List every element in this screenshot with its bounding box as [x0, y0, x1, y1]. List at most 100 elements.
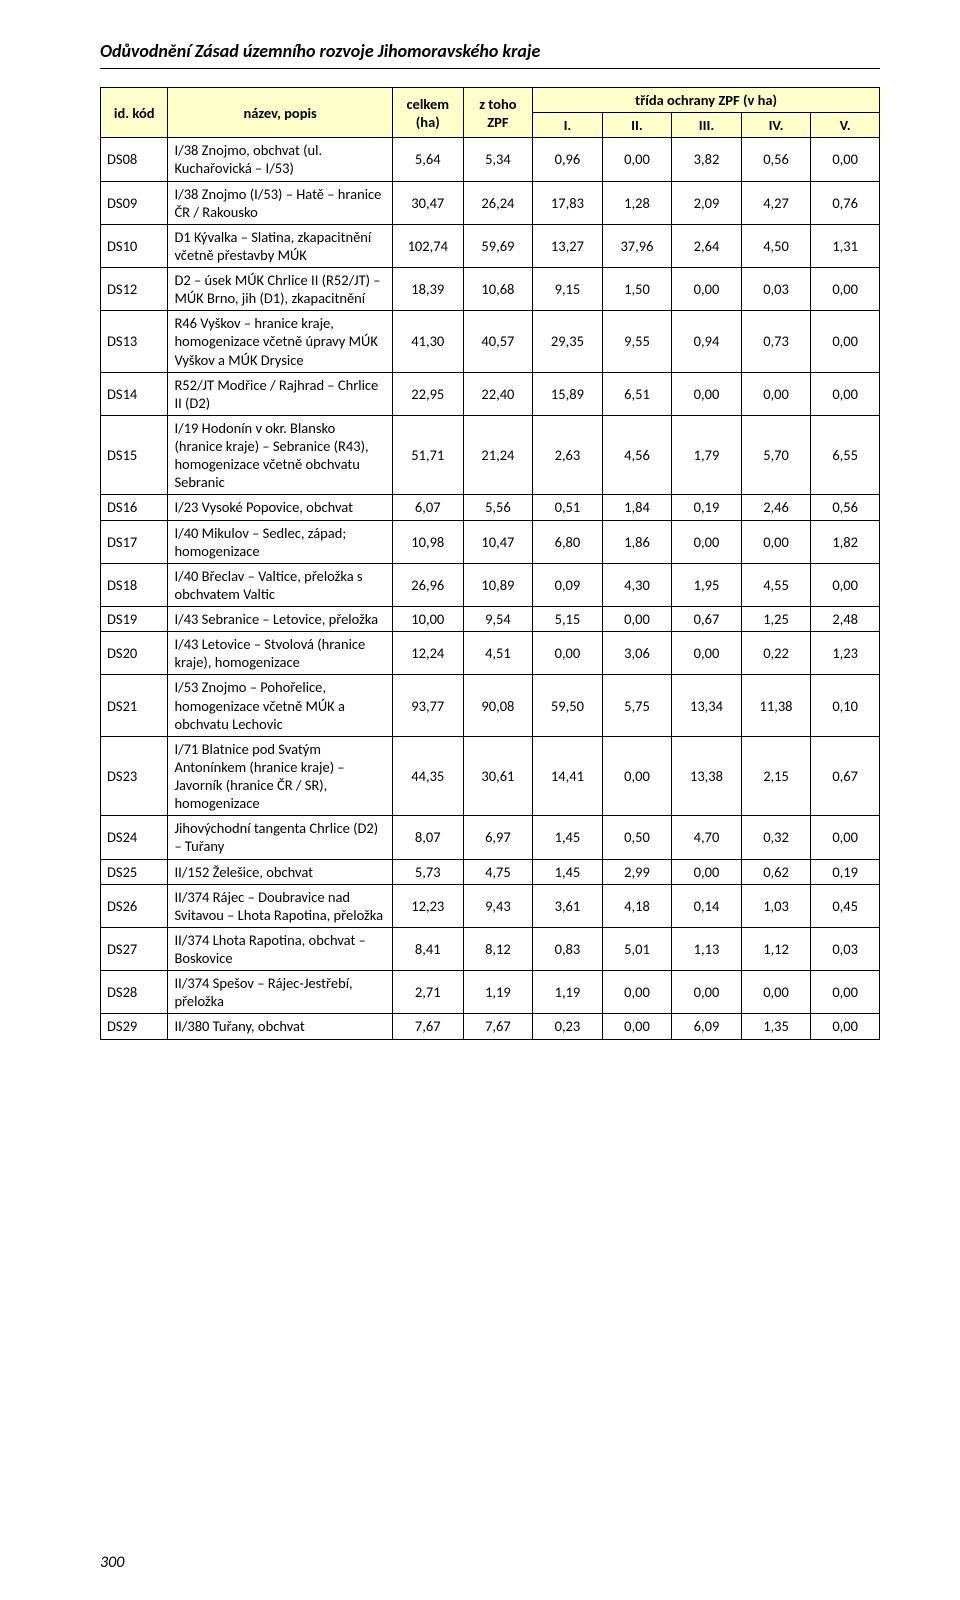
- cell-id: DS24: [101, 816, 168, 859]
- cell-total: 10,98: [392, 520, 463, 563]
- cell-name: I/19 Hodonín v okr. Blansko (hranice kra…: [168, 415, 392, 495]
- cell-c1: 0,51: [533, 495, 603, 520]
- cell-total: 8,07: [392, 816, 463, 859]
- cell-c2: 6,51: [602, 372, 672, 415]
- table-body: DS08I/38 Znojmo, obchvat (ul. Kuchařovic…: [101, 138, 880, 1039]
- cell-zpf: 6,97: [463, 816, 533, 859]
- cell-c4: 0,56: [741, 138, 811, 181]
- cell-c3: 0,00: [672, 859, 742, 884]
- cell-name: R46 Vyškov – hranice kraje, homogenizace…: [168, 311, 392, 372]
- cell-c4: 2,15: [741, 736, 811, 816]
- cell-name: D1 Kývalka – Slatina, zkapacitnění včetn…: [168, 224, 392, 267]
- cell-c2: 0,00: [602, 138, 672, 181]
- cell-total: 44,35: [392, 736, 463, 816]
- cell-id: DS18: [101, 563, 168, 606]
- cell-id: DS25: [101, 859, 168, 884]
- cell-zpf: 10,89: [463, 563, 533, 606]
- cell-name: I/40 Břeclav – Valtice, přeložka s obchv…: [168, 563, 392, 606]
- cell-c5: 0,56: [811, 495, 880, 520]
- cell-c2: 1,28: [602, 181, 672, 224]
- cell-c1: 14,41: [533, 736, 603, 816]
- cell-c5: 0,19: [811, 859, 880, 884]
- cell-id: DS19: [101, 607, 168, 632]
- cell-zpf: 9,54: [463, 607, 533, 632]
- table-row: DS21I/53 Znojmo – Pohořelice, homogeniza…: [101, 675, 880, 736]
- cell-c2: 3,06: [602, 632, 672, 675]
- cell-id: DS27: [101, 927, 168, 970]
- cell-c3: 2,09: [672, 181, 742, 224]
- cell-zpf: 21,24: [463, 415, 533, 495]
- table-row: DS18I/40 Břeclav – Valtice, přeložka s o…: [101, 563, 880, 606]
- cell-c2: 1,84: [602, 495, 672, 520]
- cell-c4: 4,55: [741, 563, 811, 606]
- cell-c2: 9,55: [602, 311, 672, 372]
- cell-c5: 1,23: [811, 632, 880, 675]
- table-row: DS15I/19 Hodonín v okr. Blansko (hranice…: [101, 415, 880, 495]
- cell-c4: 2,46: [741, 495, 811, 520]
- cell-c3: 0,00: [672, 520, 742, 563]
- cell-zpf: 5,34: [463, 138, 533, 181]
- cell-c4: 5,70: [741, 415, 811, 495]
- cell-zpf: 90,08: [463, 675, 533, 736]
- cell-c4: 0,00: [741, 520, 811, 563]
- cell-name: II/374 Rájec – Doubravice nad Svitavou –…: [168, 884, 392, 927]
- cell-c5: 0,00: [811, 1014, 880, 1039]
- cell-id: DS26: [101, 884, 168, 927]
- cell-id: DS12: [101, 268, 168, 311]
- page-number: 300: [100, 1553, 124, 1572]
- cell-c5: 0,45: [811, 884, 880, 927]
- cell-c2: 5,01: [602, 927, 672, 970]
- col-zpf: z toho ZPF: [463, 88, 533, 138]
- cell-total: 5,73: [392, 859, 463, 884]
- cell-zpf: 1,19: [463, 971, 533, 1014]
- cell-zpf: 26,24: [463, 181, 533, 224]
- cell-c4: 4,27: [741, 181, 811, 224]
- cell-id: DS09: [101, 181, 168, 224]
- cell-name: I/43 Letovice – Stvolová (hranice kraje)…: [168, 632, 392, 675]
- cell-c5: 2,48: [811, 607, 880, 632]
- cell-zpf: 22,40: [463, 372, 533, 415]
- cell-id: DS28: [101, 971, 168, 1014]
- cell-zpf: 9,43: [463, 884, 533, 927]
- cell-name: I/38 Znojmo, obchvat (ul. Kuchařovická –…: [168, 138, 392, 181]
- cell-total: 22,95: [392, 372, 463, 415]
- cell-name: II/152 Želešice, obchvat: [168, 859, 392, 884]
- cell-id: DS13: [101, 311, 168, 372]
- cell-id: DS21: [101, 675, 168, 736]
- cell-id: DS20: [101, 632, 168, 675]
- cell-c5: 0,00: [811, 372, 880, 415]
- cell-c3: 0,00: [672, 971, 742, 1014]
- cell-name: D2 – úsek MÚK Chrlice II (R52/JT) – MÚK …: [168, 268, 392, 311]
- cell-c3: 1,95: [672, 563, 742, 606]
- cell-c1: 6,80: [533, 520, 603, 563]
- cell-total: 5,64: [392, 138, 463, 181]
- cell-c5: 0,03: [811, 927, 880, 970]
- cell-c2: 4,18: [602, 884, 672, 927]
- table-row: DS13R46 Vyškov – hranice kraje, homogeni…: [101, 311, 880, 372]
- cell-c2: 5,75: [602, 675, 672, 736]
- table-row: DS25II/152 Želešice, obchvat5,734,751,45…: [101, 859, 880, 884]
- cell-c5: 0,00: [811, 971, 880, 1014]
- cell-name: II/374 Lhota Rapotina, obchvat – Boskovi…: [168, 927, 392, 970]
- cell-total: 12,24: [392, 632, 463, 675]
- cell-zpf: 8,12: [463, 927, 533, 970]
- cell-c1: 0,23: [533, 1014, 603, 1039]
- col-c5: V.: [811, 113, 880, 138]
- cell-total: 26,96: [392, 563, 463, 606]
- cell-c4: 0,73: [741, 311, 811, 372]
- cell-c1: 3,61: [533, 884, 603, 927]
- cell-total: 7,67: [392, 1014, 463, 1039]
- cell-c3: 0,67: [672, 607, 742, 632]
- cell-total: 18,39: [392, 268, 463, 311]
- table-row: DS23I/71 Blatnice pod Svatým Antonínkem …: [101, 736, 880, 816]
- cell-c2: 1,86: [602, 520, 672, 563]
- table-row: DS09I/38 Znojmo (I/53) – Hatě – hranice …: [101, 181, 880, 224]
- cell-zpf: 59,69: [463, 224, 533, 267]
- page: Odůvodnění Zásad územního rozvoje Jihomo…: [0, 0, 960, 1600]
- cell-c3: 0,19: [672, 495, 742, 520]
- cell-c1: 59,50: [533, 675, 603, 736]
- cell-c2: 0,00: [602, 971, 672, 1014]
- cell-c1: 15,89: [533, 372, 603, 415]
- table-head: id. kód název, popis celkem (ha) z toho …: [101, 88, 880, 138]
- cell-name: II/374 Spešov – Rájec-Jestřebí, přeložka: [168, 971, 392, 1014]
